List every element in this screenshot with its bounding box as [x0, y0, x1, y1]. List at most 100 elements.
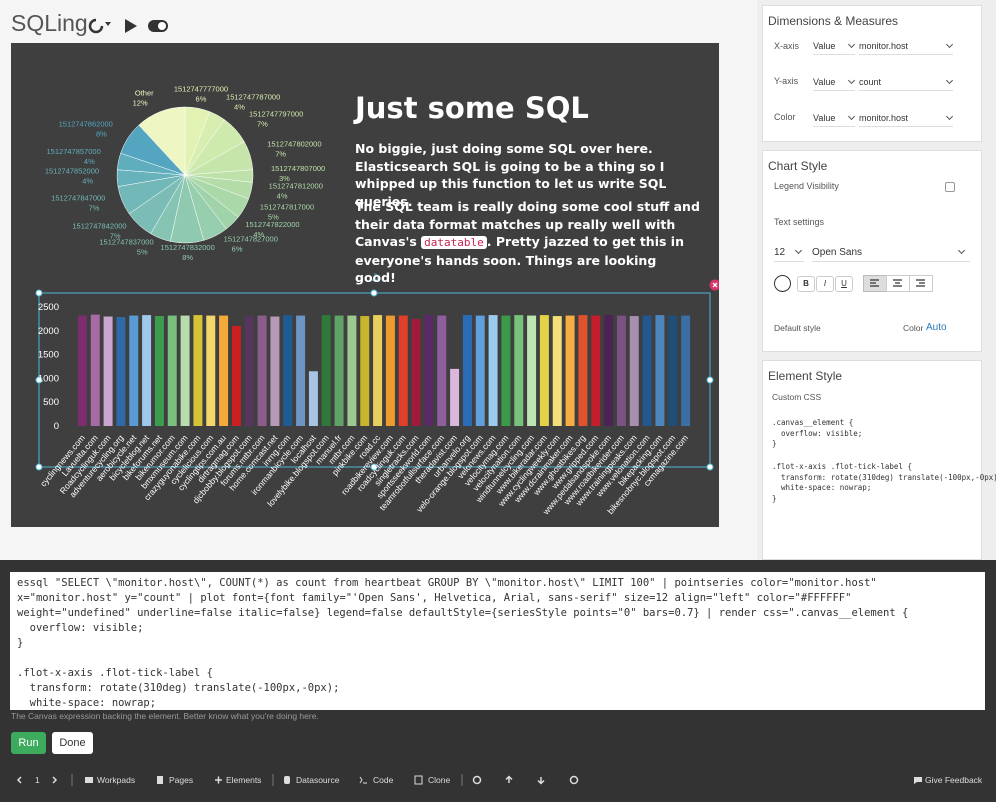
footer-item[interactable]: Pages	[169, 775, 194, 785]
bar	[103, 316, 113, 426]
play-icon[interactable]	[125, 19, 137, 33]
type-select[interactable]: Value	[813, 41, 855, 55]
pie-value-label: 7%	[89, 203, 100, 212]
field-select[interactable]: count	[859, 77, 953, 91]
align-buttons[interactable]	[863, 275, 935, 292]
bar	[180, 315, 190, 426]
bar	[616, 315, 626, 426]
bar	[642, 315, 652, 426]
bar	[270, 316, 280, 426]
bar	[527, 315, 537, 426]
css-line: .canvas__element {	[772, 418, 854, 427]
pie-value-label: 3%	[279, 174, 290, 183]
handle[interactable]	[370, 463, 378, 471]
bar	[539, 315, 549, 426]
move-icons[interactable]	[505, 775, 545, 785]
handle[interactable]	[35, 463, 43, 471]
bar	[488, 315, 498, 426]
bar	[77, 315, 87, 426]
bar	[154, 316, 164, 426]
field-select[interactable]: monitor.host	[859, 41, 953, 55]
footer-item[interactable]: Workpads	[97, 775, 136, 785]
bar	[334, 315, 344, 426]
y-tick-label: 500	[43, 397, 59, 408]
expression-panel: essql "SELECT \"monitor.host\", COUNT(*)…	[0, 560, 996, 802]
expression-editor[interactable]: essql "SELECT \"monitor.host\", COUNT(*)…	[10, 572, 985, 710]
pie-label: 1512747827000	[224, 234, 278, 243]
bar	[514, 315, 524, 426]
pie-value-label: 8%	[182, 253, 193, 262]
italic-button[interactable]: I	[816, 276, 834, 292]
panel-title: Element Style	[768, 369, 843, 383]
element-style-panel: Element Style Custom CSS .canvas__elemen…	[762, 360, 996, 560]
default-style-toggle[interactable]: Default style	[774, 323, 821, 333]
pie-value-label: 4%	[84, 157, 95, 166]
bar	[321, 315, 331, 426]
footer-item[interactable]: Clone	[428, 775, 451, 785]
bar	[193, 315, 203, 426]
color-picker[interactable]	[774, 275, 791, 292]
bar	[655, 315, 665, 426]
legend-checkbox[interactable]	[945, 182, 955, 192]
pie-label: 1512747842000	[72, 222, 126, 231]
pie-label: 1512747837000	[99, 237, 153, 246]
css-text[interactable]: .flot-x-axis .flot-tick-label { transfor…	[772, 462, 996, 504]
markdown-paragraph: The SQL team is really doing some cool s…	[355, 198, 700, 287]
feedback-icon	[914, 777, 922, 784]
refresh-icon[interactable]	[88, 18, 104, 34]
row-label: Y-axis	[774, 76, 799, 86]
bar	[244, 316, 254, 426]
text: . Pretty jazzed to get this in everyone'…	[355, 234, 684, 285]
css-line: .flot-x-axis .flot-tick-label {	[772, 462, 912, 471]
bar	[462, 315, 472, 426]
pie-label: 1512747787000	[226, 93, 280, 102]
handle[interactable]	[370, 289, 378, 297]
chart-style-panel: Chart Style Legend Visibility Text setti…	[762, 150, 982, 352]
markdown-heading: Just some SQL	[355, 91, 589, 125]
code-text: .flot-x-axis .flot-tick-label { transfor…	[17, 666, 339, 710]
page-number[interactable]: 1	[35, 775, 40, 785]
bar	[475, 315, 485, 426]
css-line: overflow: visible;	[772, 428, 863, 438]
refresh-menu[interactable]	[105, 22, 111, 26]
layer-icon[interactable]	[472, 775, 482, 785]
css-text[interactable]: .canvas__element { overflow: visible;}	[772, 418, 862, 450]
pie-value-label: 4%	[277, 191, 288, 200]
page-arrows[interactable]	[16, 776, 58, 784]
handle[interactable]	[35, 289, 43, 297]
bar	[437, 315, 447, 426]
bar	[167, 315, 177, 426]
pie-value-label: 5%	[137, 247, 148, 256]
rotate-handle[interactable]	[370, 273, 379, 282]
footer-item[interactable]: Elements	[226, 775, 262, 785]
code-line: .flot-x-axis .flot-tick-label {	[17, 667, 213, 679]
footer-item[interactable]: Datasource	[296, 775, 340, 785]
type-select[interactable]: Value	[813, 77, 855, 91]
feedback-link[interactable]: Give Feedback	[925, 775, 983, 785]
type-select[interactable]: Value	[813, 113, 855, 127]
y-tick-label: 2500	[38, 302, 59, 313]
handle[interactable]	[35, 376, 43, 384]
run-button[interactable]: Run	[11, 732, 46, 754]
font-size-select[interactable]: 12	[774, 247, 804, 262]
code-line: essql "SELECT \"monitor.host\", COUNT(*)…	[17, 577, 877, 589]
underline-button[interactable]: U	[835, 276, 853, 292]
bar	[668, 315, 678, 426]
handle[interactable]	[706, 376, 714, 384]
color-value[interactable]: Auto	[926, 322, 947, 333]
pie-value-label: 6%	[232, 244, 243, 253]
bold-button[interactable]: B	[797, 276, 815, 292]
bar	[257, 315, 267, 426]
footer-item[interactable]: Code	[373, 775, 394, 785]
pie-value-label: 7%	[257, 120, 268, 129]
handle[interactable]	[706, 463, 714, 471]
bar	[552, 316, 562, 426]
pie-label: 1512747847000	[51, 193, 105, 202]
field-select[interactable]: monitor.host	[859, 113, 953, 127]
bar	[129, 315, 139, 426]
clone-icon	[414, 775, 423, 785]
font-family-select[interactable]: Open Sans	[812, 247, 970, 262]
layer-icon[interactable]	[569, 775, 579, 785]
selection-handles[interactable]	[35, 289, 714, 471]
done-button[interactable]: Done	[52, 732, 93, 754]
